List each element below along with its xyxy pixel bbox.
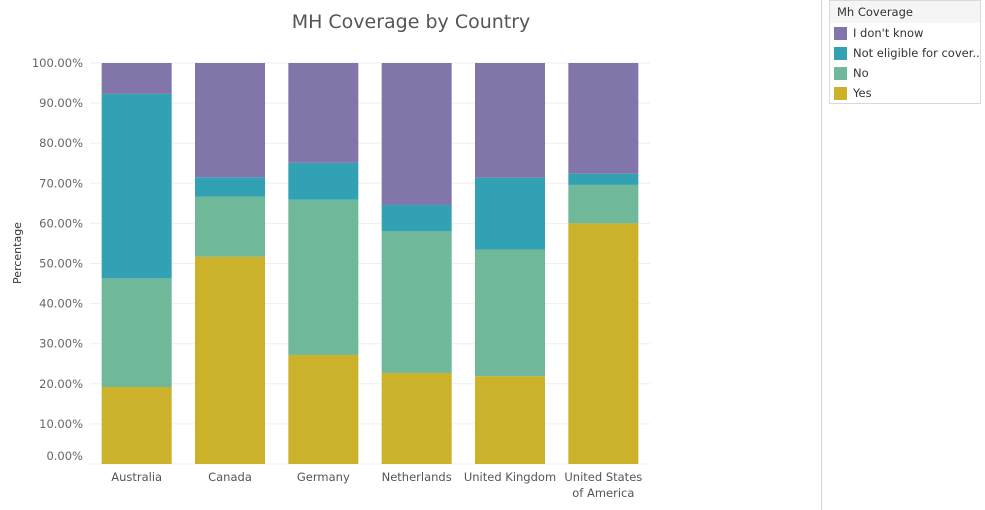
legend-item-not-eligible[interactable]: Not eligible for cover.. <box>830 43 980 63</box>
x-tick-label: Netherlands <box>382 470 452 484</box>
stacked-bar-chart: MH Coverage by Country Percentage 0.00% 1… <box>11 11 650 500</box>
x-tick-label: Germany <box>297 470 350 484</box>
bar-segment <box>381 204 452 232</box>
y-tick-label: 100.00% <box>32 56 83 70</box>
y-tick-label: 60.00% <box>39 216 83 230</box>
gridlines <box>90 62 650 465</box>
bar-segment <box>475 63 545 178</box>
bar-segment <box>288 199 359 355</box>
bar-segment <box>195 177 265 197</box>
y-tick-label: 0.00% <box>46 449 83 463</box>
legend-item-no[interactable]: No <box>830 63 980 83</box>
y-tick-label: 20.00% <box>39 377 83 391</box>
bar-segment <box>381 63 452 205</box>
y-tick-label: 80.00% <box>39 136 83 150</box>
x-axis-labels: Australia Canada Germany Netherlands United … <box>111 470 642 500</box>
y-tick-label: 70.00% <box>39 176 83 190</box>
legend-swatch <box>834 86 847 100</box>
bar-segment <box>101 63 172 94</box>
bar-segment <box>568 184 639 224</box>
bar-segment <box>195 256 265 464</box>
bar-segment <box>381 372 452 464</box>
bar-segment <box>475 177 545 250</box>
legend-label: Not eligible for cover.. <box>853 46 980 60</box>
panel-divider <box>821 0 822 510</box>
x-tick-label: of America <box>572 486 634 500</box>
chart-title: MH Coverage by Country <box>292 11 531 33</box>
bar-segment <box>381 231 452 373</box>
bar-segment <box>101 278 172 388</box>
y-tick-label: 10.00% <box>39 417 83 431</box>
bar-segment <box>568 223 639 464</box>
legend-label: Yes <box>853 86 872 100</box>
legend-label: No <box>853 66 869 80</box>
y-tick-label: 30.00% <box>39 337 83 351</box>
bar-segment <box>101 387 172 464</box>
y-tick-label: 40.00% <box>39 297 83 311</box>
x-tick-label: United Kingdom <box>464 470 556 484</box>
x-tick-label: United States <box>564 470 642 484</box>
x-tick-label: Australia <box>111 470 162 484</box>
bar-segment <box>288 354 359 464</box>
bars <box>101 63 639 464</box>
legend-swatch <box>834 26 847 40</box>
legend-label: I don't know <box>853 26 924 40</box>
y-tick-label: 90.00% <box>39 96 83 110</box>
legend-item-i-dont-know[interactable]: I don't know <box>830 23 980 43</box>
legend: Mh Coverage I don't know Not eligible fo… <box>829 0 981 104</box>
legend-swatch <box>834 46 847 60</box>
bar-segment <box>195 63 265 178</box>
x-tick-label: Canada <box>208 470 252 484</box>
bar-segment <box>475 249 545 377</box>
bar-segment <box>568 173 639 185</box>
y-axis-label: Percentage <box>11 222 24 284</box>
legend-swatch <box>834 66 847 80</box>
y-tick-label: 50.00% <box>39 257 83 271</box>
bar-segment <box>288 63 359 163</box>
bar-segment <box>568 63 639 174</box>
bar-segment <box>101 93 172 279</box>
bar-segment <box>475 376 545 464</box>
y-axis-ticks: 0.00% 10.00% 20.00% 30.00% 40.00% 50.00% 60.00… <box>32 56 83 463</box>
legend-title: Mh Coverage <box>830 1 980 23</box>
bar-segment <box>195 196 265 257</box>
legend-item-yes[interactable]: Yes <box>830 83 980 103</box>
bar-segment <box>288 162 359 200</box>
